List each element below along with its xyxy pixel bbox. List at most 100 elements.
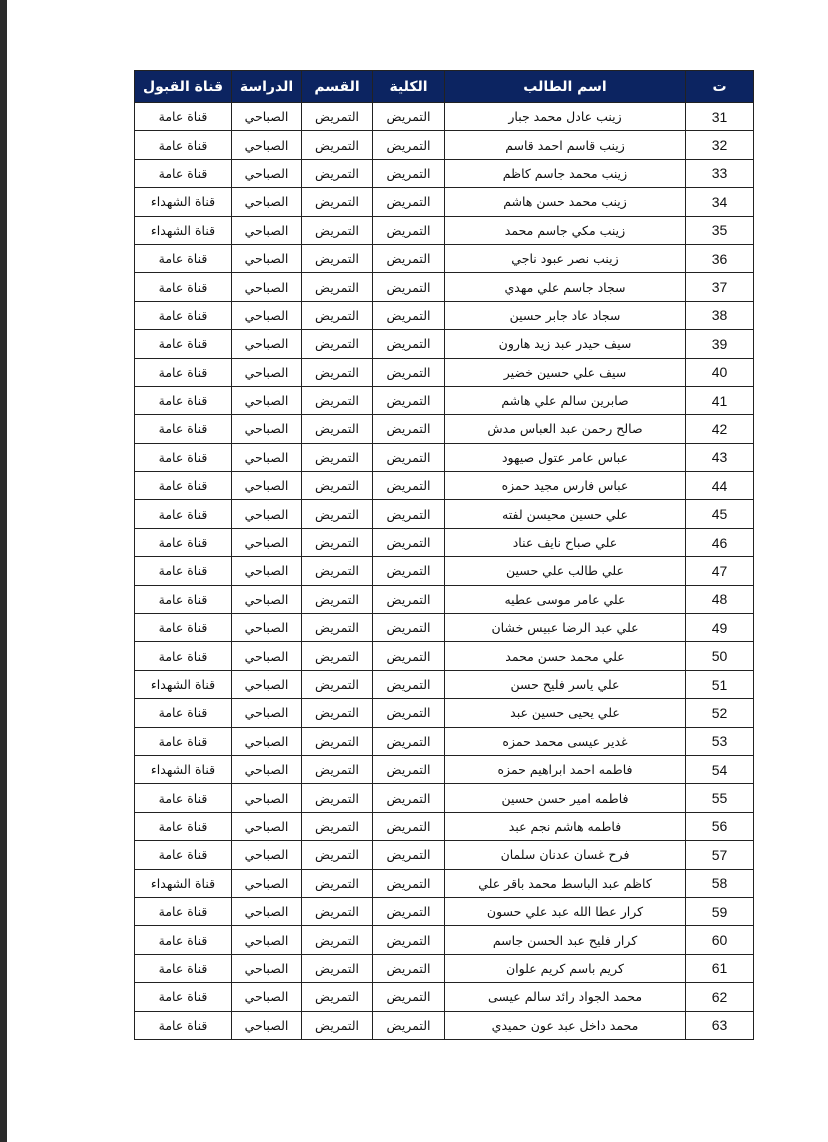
header-no: ت — [685, 70, 754, 103]
cell-name: سجاد جاسم علي مهدي — [444, 272, 686, 302]
cell-channel: قناة عامة — [134, 641, 232, 671]
cell-study: الصباحي — [231, 357, 302, 387]
table-row: 32 زينب قاسم احمد قاسم التمريض التمريض الصبا… — [134, 130, 754, 160]
cell-no: 49 — [685, 613, 754, 643]
cell-study: الصباحي — [231, 726, 302, 756]
table-row: 50 علي محمد حسن محمد التمريض التمريض الصباحي… — [134, 641, 754, 671]
cell-no: 60 — [685, 925, 754, 955]
cell-no: 46 — [685, 527, 754, 558]
cell-no: 50 — [685, 641, 754, 671]
cell-college: التمريض — [372, 868, 445, 898]
cell-channel: قناة عامة — [134, 499, 232, 529]
cell-dept: التمريض — [301, 953, 373, 984]
cell-name: كرار عطا الله عبد علي حسون — [444, 896, 686, 927]
cell-college: التمريض — [372, 811, 445, 842]
table-row: 47 علي طالب علي حسين التمريض التمريض الصباحي… — [134, 556, 754, 586]
cell-dept: التمريض — [301, 556, 373, 586]
cell-no: 36 — [685, 243, 754, 274]
cell-study: الصباحي — [231, 187, 302, 217]
cell-name: فاطمه امير حسن حسين — [444, 783, 686, 813]
cell-study: الصباحي — [231, 868, 302, 898]
cell-channel: قناة عامة — [134, 243, 232, 274]
cell-college: التمريض — [372, 754, 445, 785]
cell-study: الصباحي — [231, 158, 302, 189]
table-row: 57 فرح غسان عدنان سلمان التمريض التمريض الصب… — [134, 840, 754, 870]
cell-name: زينب مكي جاسم محمد — [444, 215, 686, 245]
cell-study: الصباحي — [231, 499, 302, 529]
table-row: 63 محمد داخل عبد عون حميدي التمريض التمريض ا… — [134, 1010, 754, 1040]
cell-college: التمريض — [372, 329, 445, 359]
cell-dept: التمريض — [301, 499, 373, 529]
cell-no: 34 — [685, 187, 754, 217]
cell-dept: التمريض — [301, 726, 373, 756]
cell-college: التمريض — [372, 840, 445, 870]
table-header-row: ت اسم الطالب الكلية القسم الدراسة قناة ا… — [134, 70, 754, 103]
cell-study: الصباحي — [231, 953, 302, 984]
cell-college: التمريض — [372, 385, 445, 416]
table-row: 62 محمد الجواد رائد سالم عيسى التمريض التمر… — [134, 982, 754, 1012]
cell-dept: التمريض — [301, 896, 373, 927]
cell-no: 47 — [685, 556, 754, 586]
table-row: 41 صابرين سالم علي هاشم التمريض التمريض الصب… — [134, 385, 754, 416]
cell-dept: التمريض — [301, 130, 373, 160]
cell-no: 57 — [685, 840, 754, 870]
cell-no: 41 — [685, 385, 754, 416]
cell-college: التمريض — [372, 982, 445, 1012]
table-row: 40 سيف علي حسين خضير التمريض التمريض الصباحي… — [134, 357, 754, 387]
cell-no: 35 — [685, 215, 754, 245]
cell-college: التمريض — [372, 641, 445, 671]
cell-no: 31 — [685, 101, 754, 132]
cell-college: التمريض — [372, 414, 445, 444]
cell-name: فرح غسان عدنان سلمان — [444, 840, 686, 870]
table-body: 31 زينب عادل محمد جبار التمريض التمريض الصبا… — [134, 101, 754, 1040]
table-row: 55 فاطمه امير حسن حسين التمريض التمريض الصبا… — [134, 783, 754, 813]
cell-channel: قناة عامة — [134, 329, 232, 359]
cell-channel: قناة عامة — [134, 414, 232, 444]
cell-dept: التمريض — [301, 868, 373, 898]
cell-channel: قناة عامة — [134, 158, 232, 189]
cell-name: فاطمه هاشم نجم عبد — [444, 811, 686, 842]
cell-college: التمريض — [372, 499, 445, 529]
cell-channel: قناة عامة — [134, 925, 232, 955]
cell-study: الصباحي — [231, 272, 302, 302]
cell-channel: قناة عامة — [134, 1010, 232, 1040]
cell-channel: قناة عامة — [134, 698, 232, 728]
cell-channel: قناة عامة — [134, 982, 232, 1012]
cell-no: 45 — [685, 499, 754, 529]
cell-college: التمريض — [372, 613, 445, 643]
table-row: 44 عباس فارس مجيد حمزه التمريض التمريض الصبا… — [134, 471, 754, 501]
cell-study: الصباحي — [231, 1010, 302, 1040]
cell-dept: التمريض — [301, 101, 373, 132]
cell-study: الصباحي — [231, 584, 302, 615]
table-row: 56 فاطمه هاشم نجم عبد التمريض التمريض الصباح… — [134, 811, 754, 842]
table-row: 54 فاطمه احمد ابراهيم حمزه التمريض التمريض ا… — [134, 754, 754, 785]
cell-study: الصباحي — [231, 613, 302, 643]
cell-no: 59 — [685, 896, 754, 927]
cell-study: الصباحي — [231, 329, 302, 359]
cell-dept: التمريض — [301, 754, 373, 785]
cell-study: الصباحي — [231, 300, 302, 331]
cell-name: علي حسين محيسن لفته — [444, 499, 686, 529]
cell-name: علي طالب علي حسين — [444, 556, 686, 586]
cell-name: فاطمه احمد ابراهيم حمزه — [444, 754, 686, 785]
cell-channel: قناة عامة — [134, 726, 232, 756]
cell-name: سيف حيدر عبد زيد هارون — [444, 329, 686, 359]
cell-dept: التمريض — [301, 442, 373, 473]
table-row: 52 علي يحيى حسين عبد التمريض التمريض الصباحي… — [134, 698, 754, 728]
cell-channel: قناة عامة — [134, 101, 232, 132]
cell-name: كرار فليح عبد الحسن جاسم — [444, 925, 686, 955]
cell-college: التمريض — [372, 243, 445, 274]
cell-study: الصباحي — [231, 783, 302, 813]
cell-dept: التمريض — [301, 471, 373, 501]
cell-channel: قناة عامة — [134, 385, 232, 416]
header-college: الكلية — [372, 70, 445, 103]
cell-dept: التمريض — [301, 669, 373, 700]
cell-name: علي ياسر فليح حسن — [444, 669, 686, 700]
cell-name: علي عبد الرضا عبيس خشان — [444, 613, 686, 643]
table-row: 36 زينب نصر عبود ناجي التمريض التمريض الصباح… — [134, 243, 754, 274]
cell-name: سجاد عاد جابر حسين — [444, 300, 686, 331]
cell-dept: التمريض — [301, 613, 373, 643]
cell-dept: التمريض — [301, 840, 373, 870]
cell-study: الصباحي — [231, 101, 302, 132]
cell-study: الصباحي — [231, 442, 302, 473]
